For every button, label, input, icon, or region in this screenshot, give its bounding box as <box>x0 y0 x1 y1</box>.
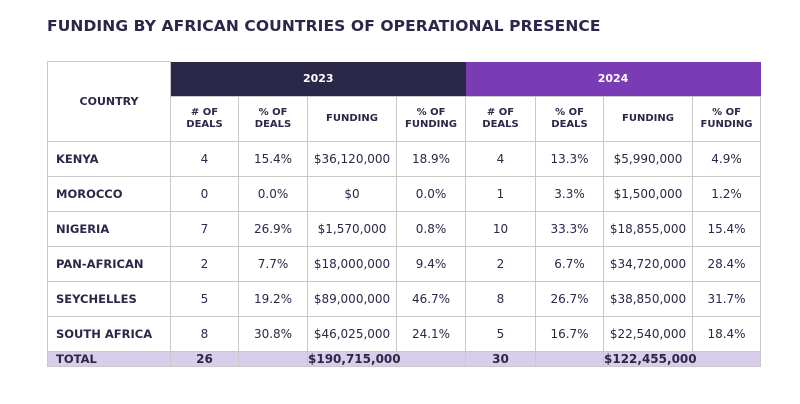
value-cell: 2 <box>170 245 239 282</box>
table-row: MOROCCO 0 0.0% $0 0.0% 1 3.3% $1,500,000 1.2% <box>47 175 761 212</box>
value-cell: 3.3% <box>535 175 604 212</box>
value-cell: 7.7% <box>238 245 308 282</box>
column-header-text: # OF DEALS <box>482 106 519 130</box>
column-header: FUNDING <box>603 95 693 142</box>
empty-cell <box>396 350 466 367</box>
value-cell: 9.4% <box>396 245 466 282</box>
total-cell: 30 <box>465 350 536 367</box>
value-cell: 16.7% <box>535 315 604 352</box>
column-header-text: % OF DEALS <box>551 106 588 130</box>
value-cell: $18,000,000 <box>307 245 397 282</box>
value-cell: 6.7% <box>535 245 604 282</box>
value-cell: 30.8% <box>238 315 308 352</box>
year-header: 2024 <box>465 61 761 96</box>
column-header-text: % OF FUNDING <box>405 106 457 130</box>
country-cell: PAN-AFRICAN <box>47 245 171 282</box>
title: FUNDING BY AFRICAN COUNTRIES OF OPERATIO… <box>47 17 601 35</box>
value-cell: 10 <box>465 210 536 247</box>
value-cell: $1,500,000 <box>603 175 693 212</box>
table-row: NIGERIA 7 26.9% $1,570,000 0.8% 10 33.3% $18,85… <box>47 210 761 247</box>
empty-cell <box>238 350 308 367</box>
value-cell: $1,570,000 <box>307 210 397 247</box>
value-cell: 1 <box>465 175 536 212</box>
table-row: KENYA 4 15.4% $36,120,000 18.9% 4 13.3% $5,990,… <box>47 140 761 177</box>
country-cell: SOUTH AFRICA <box>47 315 171 352</box>
empty-cell <box>535 350 604 367</box>
value-cell: $89,000,000 <box>307 280 397 317</box>
value-cell: $22,540,000 <box>603 315 693 352</box>
total-label: TOTAL <box>47 350 171 367</box>
value-cell: 46.7% <box>396 280 466 317</box>
value-cell: $46,025,000 <box>307 315 397 352</box>
column-header: # OF DEALS <box>170 95 239 142</box>
value-cell: 26.7% <box>535 280 604 317</box>
value-cell: 4.9% <box>692 140 761 177</box>
value-cell: 4 <box>170 140 239 177</box>
value-cell: 0.0% <box>238 175 308 212</box>
total-cell: $190,715,000 <box>307 350 401 367</box>
value-cell: 28.4% <box>692 245 761 282</box>
value-cell: $38,850,000 <box>603 280 693 317</box>
country-cell: SEYCHELLES <box>47 280 171 317</box>
value-cell: 8 <box>170 315 239 352</box>
table-row: PAN-AFRICAN 2 7.7% $18,000,000 9.4% 2 6.7% $34,… <box>47 245 761 282</box>
value-cell: 15.4% <box>238 140 308 177</box>
value-cell: 5 <box>465 315 536 352</box>
column-header: FUNDING <box>307 95 397 142</box>
value-cell: $0 <box>307 175 397 212</box>
column-header: # OF DEALS <box>465 95 536 142</box>
value-cell: $34,720,000 <box>603 245 693 282</box>
value-cell: 15.4% <box>692 210 761 247</box>
value-cell: 8 <box>465 280 536 317</box>
value-cell: 0.0% <box>396 175 466 212</box>
column-header-text: FUNDING <box>326 112 378 124</box>
country-cell: MOROCCO <box>47 175 171 212</box>
column-header-text: % OF DEALS <box>254 106 292 130</box>
year-header: 2023 <box>170 61 466 96</box>
value-cell: 24.1% <box>396 315 466 352</box>
country-cell: NIGERIA <box>47 210 171 247</box>
value-cell: 26.9% <box>238 210 308 247</box>
value-cell: 19.2% <box>238 280 308 317</box>
column-header: % OF FUNDING <box>396 95 466 142</box>
value-cell: 5 <box>170 280 239 317</box>
value-cell: $5,990,000 <box>603 140 693 177</box>
value-cell: 31.7% <box>692 280 761 317</box>
value-cell: 2 <box>465 245 536 282</box>
value-cell: 7 <box>170 210 239 247</box>
value-cell: 1.2% <box>692 175 761 212</box>
value-cell: 4 <box>465 140 536 177</box>
column-header: % OF DEALS <box>238 95 308 142</box>
value-cell: 33.3% <box>535 210 604 247</box>
table-row: SOUTH AFRICA 8 30.8% $46,025,000 24.1% 5 16.7%… <box>47 315 761 352</box>
value-cell: 18.4% <box>692 315 761 352</box>
funding-table: COUNTRY 2023 2024 # OF DEALS% OF DEALS FU… <box>47 61 761 367</box>
value-cell: $36,120,000 <box>307 140 397 177</box>
value-cell: 18.9% <box>396 140 466 177</box>
country-cell: KENYA <box>47 140 171 177</box>
value-cell: 0.8% <box>396 210 466 247</box>
country-header: COUNTRY <box>47 61 171 142</box>
value-cell: 13.3% <box>535 140 604 177</box>
column-header-text: # OF DEALS <box>186 106 223 130</box>
column-header: % OF DEALS <box>535 95 604 142</box>
table-row: SEYCHELLES 5 19.2% $89,000,000 46.7% 8 26.7% $3… <box>47 280 761 317</box>
column-header: % OF FUNDING <box>692 95 761 142</box>
value-cell: 0 <box>170 175 239 212</box>
empty-cell <box>692 350 761 367</box>
total-cell: 26 <box>170 350 239 367</box>
value-cell: $18,855,000 <box>603 210 693 247</box>
total-cell: $122,455,000 <box>603 350 697 367</box>
column-header-text: % OF FUNDING <box>700 106 753 130</box>
column-header-text: FUNDING <box>622 112 674 124</box>
